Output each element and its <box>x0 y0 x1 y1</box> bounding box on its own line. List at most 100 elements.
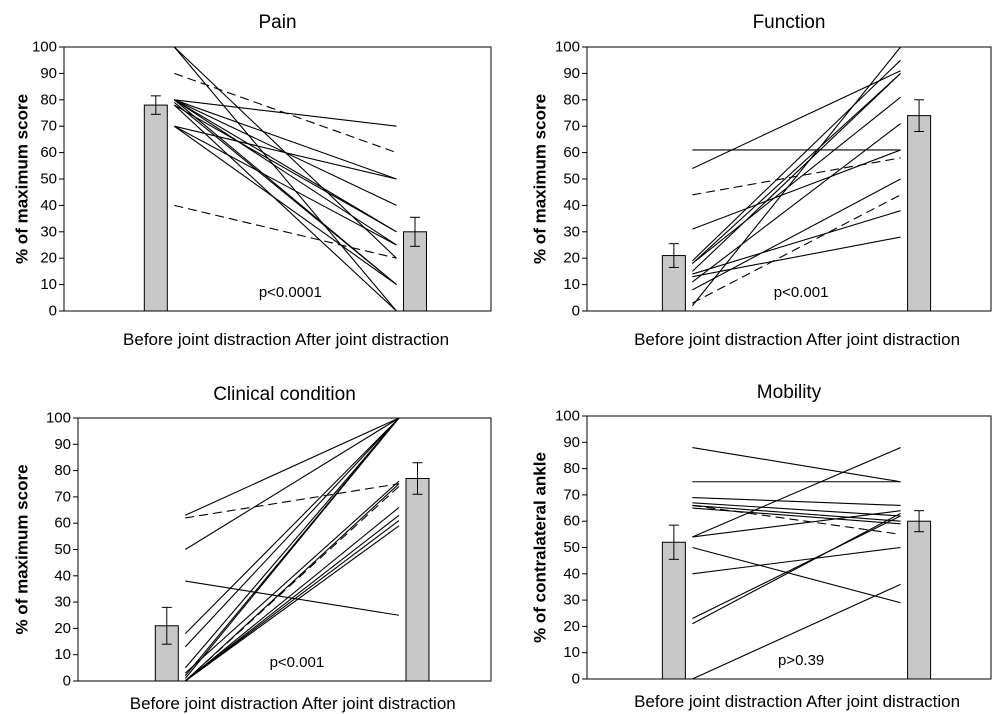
y-tick-label: 50 <box>54 541 71 558</box>
patient-line <box>692 504 901 522</box>
y-tick-label: 20 <box>40 250 57 267</box>
patient-line-dashed <box>185 483 400 519</box>
patient-line <box>184 417 400 679</box>
patient-line <box>692 510 901 538</box>
patient-line <box>185 417 400 550</box>
chart-title: Clinical condition <box>213 384 356 405</box>
y-tick-label: 60 <box>40 144 57 161</box>
patient-line <box>692 70 901 169</box>
y-tick-label: 90 <box>563 434 580 451</box>
p-value-label: p<0.001 <box>774 284 829 301</box>
x-axis-label: Before joint distraction After joint dis… <box>130 694 456 713</box>
patient-line <box>692 507 901 525</box>
y-tick-label: 20 <box>54 620 71 637</box>
chart-title: Function <box>753 12 826 33</box>
y-tick-label: 80 <box>563 460 580 477</box>
patient-line <box>692 210 901 275</box>
bar-before <box>143 104 168 312</box>
y-tick-label: 80 <box>40 91 57 108</box>
patient-line <box>184 525 400 682</box>
y-tick-label: 40 <box>563 197 580 214</box>
chart-panel-4: Mobility % of contralateral ankle 0 10 20 30 4… <box>531 382 992 711</box>
chart-title: Pain <box>258 12 296 33</box>
y-tick-label: 100 <box>555 408 580 425</box>
y-tick-label: 80 <box>563 91 580 108</box>
patient-line <box>692 96 901 264</box>
y-axis-label: % of maximum score <box>13 94 32 264</box>
y-tick-label: 30 <box>563 592 580 609</box>
patient-line <box>692 546 901 604</box>
y-axis-label: % of maximum score <box>531 94 550 264</box>
patient-line <box>691 59 901 262</box>
chart-title: Mobility <box>757 382 822 403</box>
patient-line <box>184 417 400 648</box>
patient-line <box>174 99 397 180</box>
y-tick-label: 20 <box>563 618 580 635</box>
patient-line <box>692 502 901 517</box>
patient-line-dashed <box>184 485 400 682</box>
p-value-label: p>0.39 <box>778 652 824 669</box>
patient-line <box>174 99 397 233</box>
y-tick-label: 10 <box>563 644 580 661</box>
y-tick-label: 70 <box>563 486 580 503</box>
y-tick-label: 40 <box>54 567 71 584</box>
patient-line <box>174 125 397 246</box>
patient-line <box>184 417 400 635</box>
patient-line <box>184 480 400 674</box>
patient-line <box>691 73 901 272</box>
bar-before <box>661 541 686 680</box>
x-axis-label: Before joint distraction After joint dis… <box>634 692 960 711</box>
patient-line-dashed <box>174 204 397 259</box>
y-tick-label: 0 <box>572 671 580 688</box>
bar-after <box>907 520 932 680</box>
y-tick-label: 0 <box>49 303 57 320</box>
y-tick-label: 60 <box>54 515 71 532</box>
y-tick-label: 50 <box>563 539 580 556</box>
y-tick-label: 100 <box>32 39 57 56</box>
bar-after <box>405 477 430 682</box>
patient-line <box>692 546 901 575</box>
patient-line <box>184 514 400 682</box>
patient-line-dashed <box>692 504 901 535</box>
patient-line <box>692 178 901 291</box>
patient-line <box>692 447 901 483</box>
y-tick-label: 80 <box>54 462 71 479</box>
y-tick-label: 10 <box>54 646 71 663</box>
y-tick-label: 40 <box>40 197 57 214</box>
y-tick-label: 100 <box>555 39 580 56</box>
patient-line <box>691 72 901 264</box>
chart-panel-3: Clinical condition % of maximum score 0 10 2… <box>13 384 492 713</box>
chart-panel-2: Function % of maximum score 0 10 20 30 40 50 60 7… <box>531 12 992 349</box>
y-tick-label: 40 <box>563 565 580 582</box>
y-tick-label: 30 <box>54 594 71 611</box>
patient-line <box>184 417 400 669</box>
y-tick-label: 90 <box>563 65 580 82</box>
patient-line <box>692 496 901 506</box>
patient-line <box>184 506 400 682</box>
patient-line <box>692 123 901 283</box>
y-tick-label: 10 <box>563 276 580 293</box>
patient-line <box>692 236 901 278</box>
y-tick-label: 70 <box>40 118 57 135</box>
y-tick-label: 20 <box>563 250 580 267</box>
bar-after <box>907 115 932 312</box>
y-tick-label: 90 <box>40 65 57 82</box>
patient-line <box>173 104 397 312</box>
patient-line-dashed <box>692 194 901 304</box>
patient-line <box>185 417 400 516</box>
patient-line <box>692 149 901 230</box>
y-tick-label: 50 <box>563 171 580 188</box>
patient-line <box>173 125 397 286</box>
y-tick-label: 70 <box>563 118 580 135</box>
y-axis-label: % of maximum score <box>13 464 32 634</box>
chart-panel-1: Pain % of maximum score 0 10 20 30 40 50 60 70 80 9… <box>13 12 492 349</box>
patient-line <box>173 102 397 286</box>
y-tick-label: 30 <box>40 223 57 240</box>
x-axis-label: Before joint distraction After joint dis… <box>123 330 449 349</box>
patient-line-dashed <box>692 157 901 196</box>
y-axis-label: % of contralateral ankle <box>531 452 550 643</box>
patient-line <box>174 125 397 180</box>
patient-line <box>692 515 901 620</box>
patient-line <box>692 512 901 625</box>
